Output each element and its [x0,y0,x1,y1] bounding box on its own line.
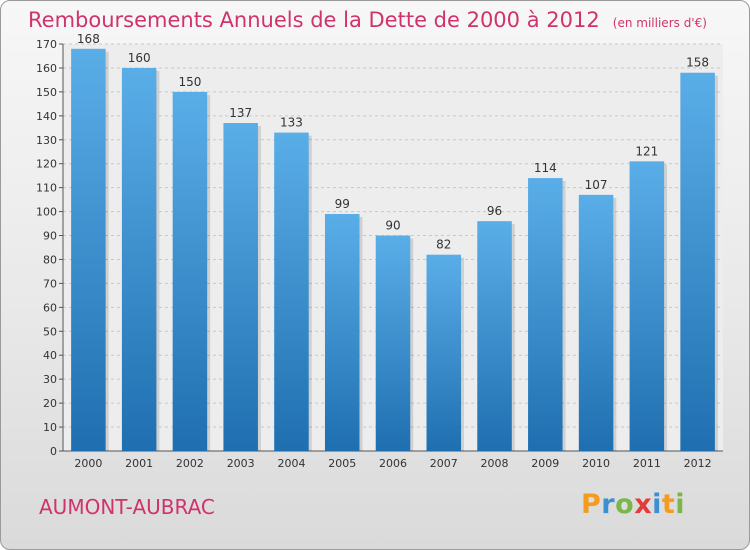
x-tick-label: 2004 [277,457,305,470]
bar-chart: 0 10 20 30 40 50 60 70 80 90 100 110 120 130 140 150 160… [36,32,723,470]
y-tick-label: 50 [43,325,57,338]
y-tick-label: 80 [43,253,57,266]
bar-value-label: 82 [436,238,451,252]
town-name: AUMONT-AUBRAC [39,495,215,519]
logo-letter: i [675,489,686,520]
x-tick-label: 2000 [74,457,102,470]
y-tick-label: 160 [36,62,57,75]
y-tick-label: 10 [43,421,57,434]
logo-letter: P [581,489,602,520]
bar [324,213,360,451]
proxiti-logo: Proxiti [581,489,685,520]
y-tick-label: 140 [36,110,57,123]
bar-value-label: 160 [128,51,151,65]
logo-letter: r [601,489,616,520]
x-tick-label: 2007 [430,457,458,470]
y-tick-label: 170 [36,38,57,51]
x-tick-label: 2006 [379,457,407,470]
y-tick-label: 30 [43,373,57,386]
bar-value-label: 168 [77,32,100,46]
x-tick-label: 2011 [633,457,661,470]
logo-letter: t [661,489,676,520]
bar [680,72,715,452]
bar [629,161,665,451]
logo-letter: o [615,489,635,520]
bar [528,178,563,451]
bar [223,123,258,451]
x-tick-label: 2012 [684,457,712,470]
bar-value-label: 96 [487,204,502,218]
x-tick-label: 2003 [227,457,255,470]
y-tick-label: 20 [43,397,57,410]
bar [426,254,462,451]
x-tick-label: 2001 [125,457,153,470]
y-tick-label: 40 [43,349,57,362]
bar-value-label: 90 [385,219,400,233]
bar-value-label: 114 [534,161,557,175]
logo-letter: i [652,489,662,520]
bar-value-label: 99 [335,197,350,211]
bar [121,67,157,452]
y-tick-label: 100 [36,206,57,219]
y-tick-label: 70 [43,277,57,290]
x-tick-label: 2010 [582,457,610,470]
bar-value-label: 133 [280,116,303,130]
y-tick-label: 110 [36,182,57,195]
y-tick-label: 130 [36,134,57,147]
bar-value-label: 121 [635,144,658,158]
chart-title: Remboursements Annuels de la Dette de 20… [28,8,707,32]
bar-value-label: 107 [585,178,608,192]
bar [375,235,411,451]
bar [477,221,512,451]
y-tick-label: 60 [43,301,57,314]
bar [274,132,309,452]
y-tick-label: 120 [36,158,57,171]
bar-value-label: 137 [229,106,252,120]
y-tick-label: 90 [43,230,57,243]
bar [172,91,208,451]
logo-letter: x [634,489,653,520]
bar-value-label: 158 [686,56,709,70]
bar [578,194,614,451]
x-tick-label: 2009 [531,457,559,470]
x-tick-label: 2002 [176,457,204,470]
x-tick-label: 2005 [328,457,356,470]
bar [71,48,106,451]
y-tick-label: 150 [36,86,57,99]
bar-value-label: 150 [178,75,201,89]
chart-unit: (en milliers d'€) [612,16,707,30]
y-tick-label: 0 [50,445,57,458]
x-tick-label: 2008 [481,457,509,470]
chart-title-text: Remboursements Annuels de la Dette de 20… [28,8,600,32]
